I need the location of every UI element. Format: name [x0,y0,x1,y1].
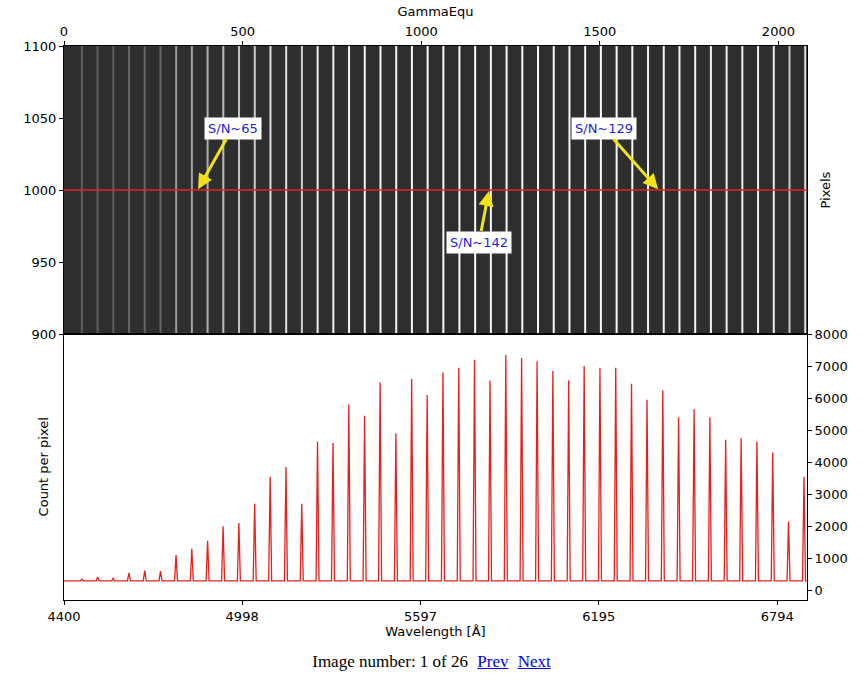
svg-text:2000: 2000 [815,519,848,534]
svg-text:5000: 5000 [815,423,848,438]
svg-text:0: 0 [815,583,823,598]
svg-text:7000: 7000 [815,359,848,374]
svg-text:2000: 2000 [762,24,795,39]
svg-text:3000: 3000 [815,487,848,502]
svg-text:S/N~65: S/N~65 [208,121,258,136]
svg-text:Pixels: Pixels [818,171,833,208]
svg-text:1000: 1000 [23,183,56,198]
svg-text:8000: 8000 [815,327,848,342]
svg-text:1050: 1050 [23,111,56,126]
svg-text:4998: 4998 [226,609,259,624]
svg-text:S/N~142: S/N~142 [450,235,508,250]
svg-text:500: 500 [230,24,255,39]
svg-text:6794: 6794 [761,609,794,624]
html-text:Image number: 1 of 26: Image number: 1 of 26 [312,652,468,671]
svg-text:GammaEqu: GammaEqu [397,4,473,19]
svg-text:Wavelength [Å]: Wavelength [Å] [385,624,485,639]
svg-text:6000: 6000 [815,391,848,406]
svg-text:5597: 5597 [404,609,437,624]
svg-text:1000: 1000 [405,24,438,39]
svg-text:1000: 1000 [815,551,848,566]
svg-text:6195: 6195 [582,609,615,624]
svg-text:4000: 4000 [815,455,848,470]
svg-text:900: 900 [32,327,57,342]
html-text:Next: Next [517,652,551,671]
svg-text:0: 0 [60,24,68,39]
html-text:Prev: Prev [477,652,509,671]
svg-text:1500: 1500 [583,24,616,39]
svg-text:4400: 4400 [47,609,80,624]
svg-text:950: 950 [32,255,57,270]
svg-text:S/N~129: S/N~129 [575,121,633,136]
svg-text:Count per pixel: Count per pixel [36,417,51,516]
svg-text:1100: 1100 [23,39,56,54]
